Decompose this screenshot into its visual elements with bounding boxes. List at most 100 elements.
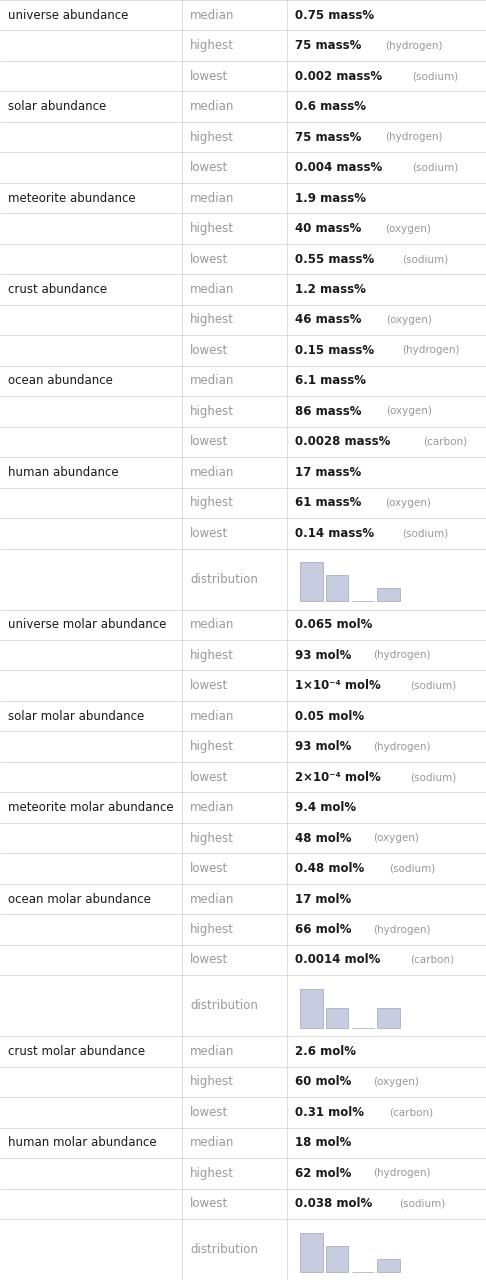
Text: 17 mass%: 17 mass% (295, 466, 361, 479)
Text: 0.0028 mass%: 0.0028 mass% (295, 435, 390, 448)
Text: (oxygen): (oxygen) (385, 498, 432, 508)
Text: lowest: lowest (190, 861, 228, 876)
Text: highest: highest (190, 1167, 234, 1180)
Text: highest: highest (190, 649, 234, 662)
Text: (sodium): (sodium) (402, 253, 449, 264)
Text: 75 mass%: 75 mass% (295, 40, 361, 52)
Text: distribution: distribution (190, 1000, 258, 1012)
Bar (300, 562, 323, 602)
Text: 6.1 mass%: 6.1 mass% (295, 375, 366, 388)
Text: 0.0014 mol%: 0.0014 mol% (295, 954, 380, 966)
Text: lowest: lowest (190, 771, 228, 783)
Text: median: median (190, 801, 235, 814)
Text: 0.038 mol%: 0.038 mol% (295, 1197, 372, 1211)
Text: human abundance: human abundance (8, 466, 119, 479)
Text: (hydrogen): (hydrogen) (373, 741, 430, 751)
Text: 1×10⁻⁴ mol%: 1×10⁻⁴ mol% (295, 680, 381, 692)
Bar (377, 1258, 399, 1271)
Text: 86 mass%: 86 mass% (295, 404, 361, 419)
Text: meteorite abundance: meteorite abundance (8, 192, 136, 205)
Bar (326, 1245, 348, 1271)
Text: 1.9 mass%: 1.9 mass% (295, 192, 366, 205)
Bar (300, 988, 323, 1028)
Text: 62 mol%: 62 mol% (295, 1167, 351, 1180)
Text: lowest: lowest (190, 344, 228, 357)
Text: (oxygen): (oxygen) (385, 224, 432, 233)
Text: lowest: lowest (190, 435, 228, 448)
Text: 0.05 mol%: 0.05 mol% (295, 709, 364, 723)
Text: 75 mass%: 75 mass% (295, 131, 361, 143)
Text: 0.065 mol%: 0.065 mol% (295, 618, 372, 631)
Text: 18 mol%: 18 mol% (295, 1137, 351, 1149)
Text: (hydrogen): (hydrogen) (385, 132, 443, 142)
Text: 46 mass%: 46 mass% (295, 314, 361, 326)
Text: highest: highest (190, 923, 234, 936)
Text: (oxygen): (oxygen) (386, 315, 432, 325)
Text: universe molar abundance: universe molar abundance (8, 618, 166, 631)
Text: lowest: lowest (190, 527, 228, 540)
Text: 0.6 mass%: 0.6 mass% (295, 100, 366, 113)
Text: median: median (190, 709, 235, 723)
Text: median: median (190, 466, 235, 479)
Text: 61 mass%: 61 mass% (295, 497, 361, 509)
Text: median: median (190, 192, 235, 205)
Text: lowest: lowest (190, 252, 228, 265)
Text: highest: highest (190, 740, 234, 753)
Text: 40 mass%: 40 mass% (295, 221, 361, 236)
Text: lowest: lowest (190, 680, 228, 692)
Text: (sodium): (sodium) (411, 681, 457, 691)
Text: (carbon): (carbon) (423, 436, 467, 447)
Text: highest: highest (190, 404, 234, 419)
Text: lowest: lowest (190, 1197, 228, 1211)
Text: highest: highest (190, 314, 234, 326)
Text: crust molar abundance: crust molar abundance (8, 1044, 145, 1059)
Text: lowest: lowest (190, 954, 228, 966)
Text: (hydrogen): (hydrogen) (373, 924, 430, 934)
Text: (hydrogen): (hydrogen) (385, 41, 443, 51)
Text: highest: highest (190, 40, 234, 52)
Text: human molar abundance: human molar abundance (8, 1137, 156, 1149)
Text: median: median (190, 1137, 235, 1149)
Text: 0.31 mol%: 0.31 mol% (295, 1106, 364, 1119)
Text: median: median (190, 9, 235, 22)
Bar (326, 575, 348, 602)
Text: 0.75 mass%: 0.75 mass% (295, 9, 374, 22)
Text: 48 mol%: 48 mol% (295, 832, 351, 845)
Text: highest: highest (190, 1075, 234, 1088)
Bar (377, 1009, 399, 1028)
Text: median: median (190, 892, 235, 905)
Text: 0.48 mol%: 0.48 mol% (295, 861, 364, 876)
Text: (sodium): (sodium) (399, 1199, 446, 1208)
Text: (sodium): (sodium) (402, 529, 448, 539)
Text: 0.002 mass%: 0.002 mass% (295, 69, 382, 83)
Bar (377, 588, 399, 602)
Text: median: median (190, 375, 235, 388)
Text: 0.004 mass%: 0.004 mass% (295, 161, 382, 174)
Text: (sodium): (sodium) (412, 72, 459, 81)
Text: highest: highest (190, 497, 234, 509)
Text: solar molar abundance: solar molar abundance (8, 709, 144, 723)
Text: lowest: lowest (190, 1106, 228, 1119)
Text: (hydrogen): (hydrogen) (373, 1169, 430, 1179)
Text: 1.2 mass%: 1.2 mass% (295, 283, 365, 296)
Text: 0.55 mass%: 0.55 mass% (295, 252, 374, 265)
Text: (carbon): (carbon) (410, 955, 454, 965)
Text: (oxygen): (oxygen) (373, 833, 418, 844)
Text: (carbon): (carbon) (389, 1107, 433, 1117)
Text: distribution: distribution (190, 1243, 258, 1256)
Text: distribution: distribution (190, 572, 258, 585)
Text: (hydrogen): (hydrogen) (402, 346, 459, 356)
Text: 2.6 mol%: 2.6 mol% (295, 1044, 356, 1059)
Text: 0.14 mass%: 0.14 mass% (295, 527, 374, 540)
Text: median: median (190, 618, 235, 631)
Text: highest: highest (190, 832, 234, 845)
Text: median: median (190, 1044, 235, 1059)
Text: ocean molar abundance: ocean molar abundance (8, 892, 151, 905)
Text: 2×10⁻⁴ mol%: 2×10⁻⁴ mol% (295, 771, 381, 783)
Text: lowest: lowest (190, 69, 228, 83)
Text: solar abundance: solar abundance (8, 100, 106, 113)
Text: (sodium): (sodium) (413, 163, 459, 173)
Text: 9.4 mol%: 9.4 mol% (295, 801, 356, 814)
Text: median: median (190, 283, 235, 296)
Text: 0.15 mass%: 0.15 mass% (295, 344, 374, 357)
